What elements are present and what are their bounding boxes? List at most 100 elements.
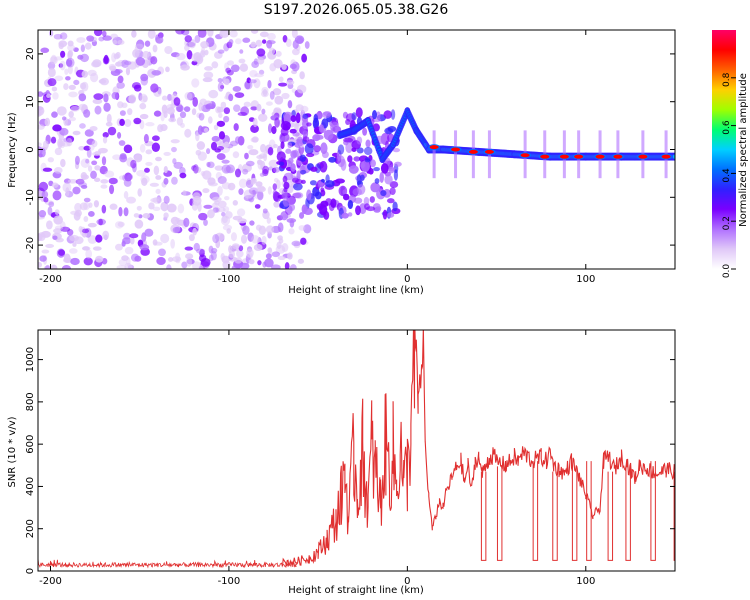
spectrogram-noise-cell xyxy=(55,237,64,243)
spectrogram-burst-cell xyxy=(347,155,353,163)
spectrogram-noise-cell xyxy=(61,116,67,121)
spectrogram-noise-cell xyxy=(41,249,50,254)
spectrogram-noise-cell xyxy=(65,76,71,81)
spectrogram-noise-cell xyxy=(156,257,166,266)
spectrogram-noise-cell xyxy=(95,255,104,263)
snr-dropout xyxy=(480,471,487,561)
spectrogram-y-axis-label: Frequency (Hz) xyxy=(7,112,18,188)
spectrogram-noise-cell xyxy=(234,168,242,178)
spectrogram-noise-cell xyxy=(170,216,180,225)
spectrogram-noise-cell xyxy=(102,56,110,65)
spectrogram-burst-cell xyxy=(369,196,375,203)
spectrogram-y-tick-label: 0 xyxy=(25,146,36,152)
spectrogram-noise-cell xyxy=(123,178,132,187)
spectrogram-noise-cell xyxy=(256,103,262,112)
spectrogram-burst-cell xyxy=(359,161,365,169)
spectrogram-noise-cell xyxy=(250,106,258,111)
spectrogram-noise-cell xyxy=(126,257,131,267)
spectrogram-noise-cell xyxy=(153,165,160,176)
spectrogram-noise-cell xyxy=(254,73,264,78)
colorbar-tick-label: 0.6 xyxy=(722,120,732,135)
spectrogram-burst-cell xyxy=(342,189,348,195)
spectrogram-noise-cell xyxy=(192,227,198,236)
spectrogram-burst-cell xyxy=(317,181,324,188)
spectrogram-noise-cell xyxy=(88,144,95,151)
spectrogram-noise-cell xyxy=(197,125,203,135)
spectrogram-noise-cell xyxy=(147,30,156,39)
spectrogram-burst-cell xyxy=(290,163,296,172)
spectrogram-noise-cell xyxy=(52,235,58,240)
snr-y-axis-label: SNR (10 * v/v) xyxy=(7,416,18,487)
spectrogram-noise-cell xyxy=(75,178,85,185)
spectrogram-burst-cell xyxy=(383,110,393,119)
spectrogram-burst-cell xyxy=(320,187,325,192)
spectrogram-noise-cell xyxy=(155,175,162,180)
spectrogram-noise-cell xyxy=(234,257,243,264)
spectrogram-burst-cell xyxy=(351,112,357,121)
spectrogram-burst-cell xyxy=(306,153,315,158)
spectrogram-noise-cell xyxy=(116,81,125,89)
spectrogram-noise-cell xyxy=(101,156,107,166)
spectrogram-noise-cell xyxy=(298,225,306,231)
spectrogram-noise-cell xyxy=(268,47,276,55)
spectrogram-burst-cell xyxy=(392,201,398,212)
spectrogram-noise-cell xyxy=(59,140,66,149)
spectrogram-noise-cell xyxy=(266,39,273,49)
spectrogram-noise-cell xyxy=(99,77,109,86)
spectrogram-hot-spot xyxy=(574,154,584,159)
spectrogram-noise-cell xyxy=(65,187,70,197)
spectrogram-noise-cell xyxy=(118,258,127,266)
spectrogram-burst-cell xyxy=(319,161,328,173)
spectrogram-noise-cell xyxy=(261,235,267,245)
spectrogram-noise-cell xyxy=(200,41,209,49)
spectrogram-noise-cell xyxy=(212,233,220,244)
spectrogram-noise-cell xyxy=(129,236,135,245)
spectrogram-noise-cell xyxy=(140,73,149,82)
spectrogram-noise-cell xyxy=(102,35,113,41)
spectrogram-noise-cell xyxy=(78,145,86,151)
spectrogram-noise-cell xyxy=(256,57,265,65)
spectrogram-burst-cell xyxy=(380,190,387,197)
spectrogram-noise-cell xyxy=(234,136,241,144)
spectrogram-noise-cell xyxy=(165,66,170,73)
spectrogram-noise-cell xyxy=(107,126,117,136)
spectrogram-noise-cell xyxy=(273,58,283,69)
spectrogram-noise-cell xyxy=(163,195,170,204)
spectrogram-noise-cell xyxy=(184,44,190,51)
spectrogram-noise-cell xyxy=(74,155,80,166)
spectrogram-burst-cell xyxy=(343,137,354,143)
spectrogram-noise-cell xyxy=(60,50,66,58)
spectrogram-noise-cell xyxy=(203,127,209,133)
spectrogram-noise-cell xyxy=(115,61,122,67)
spectrogram-noise-cell xyxy=(166,107,175,115)
spectrogram-noise-cell xyxy=(238,58,246,64)
spectrogram-noise-cell xyxy=(186,50,193,60)
spectrogram-burst-cell xyxy=(323,129,334,141)
spectrogram-noise-cell xyxy=(217,200,227,208)
spectrogram-noise-cell xyxy=(265,253,272,260)
spectrogram-noise-cell xyxy=(53,33,63,40)
spectrogram-noise-cell xyxy=(261,86,269,94)
spectrogram-noise-cell xyxy=(82,231,87,238)
spectrogram-noise-cell xyxy=(258,113,268,122)
spectrogram-noise-cell xyxy=(61,265,71,269)
spectrogram-burst-cell xyxy=(341,212,349,219)
spectrogram-noise-cell xyxy=(184,128,192,138)
spectrogram-noise-cell xyxy=(92,98,103,104)
spectrogram-noise-cell xyxy=(47,78,57,87)
spectrogram-noise-cell xyxy=(42,167,53,172)
spectrogram-noise-cell xyxy=(67,44,76,52)
spectrogram-noise-cell xyxy=(109,184,115,195)
spectrogram-noise-cell xyxy=(94,105,102,115)
spectrogram-noise-cell xyxy=(38,124,45,130)
spectrogram-noise-cell xyxy=(289,63,297,70)
spectrogram-noise-cell xyxy=(191,108,197,116)
spectrogram-noise-cell xyxy=(41,190,49,199)
spectrogram-noise-cell xyxy=(88,211,95,217)
spectrogram-burst-cell xyxy=(362,127,368,136)
spectrogram-noise-cell xyxy=(238,178,248,188)
spectrogram-x-tick-label: -100 xyxy=(218,274,241,285)
spectrogram-noise-cell xyxy=(122,174,127,181)
spectrogram-burst-cell xyxy=(384,174,393,185)
spectrogram-noise-cell xyxy=(198,212,208,221)
